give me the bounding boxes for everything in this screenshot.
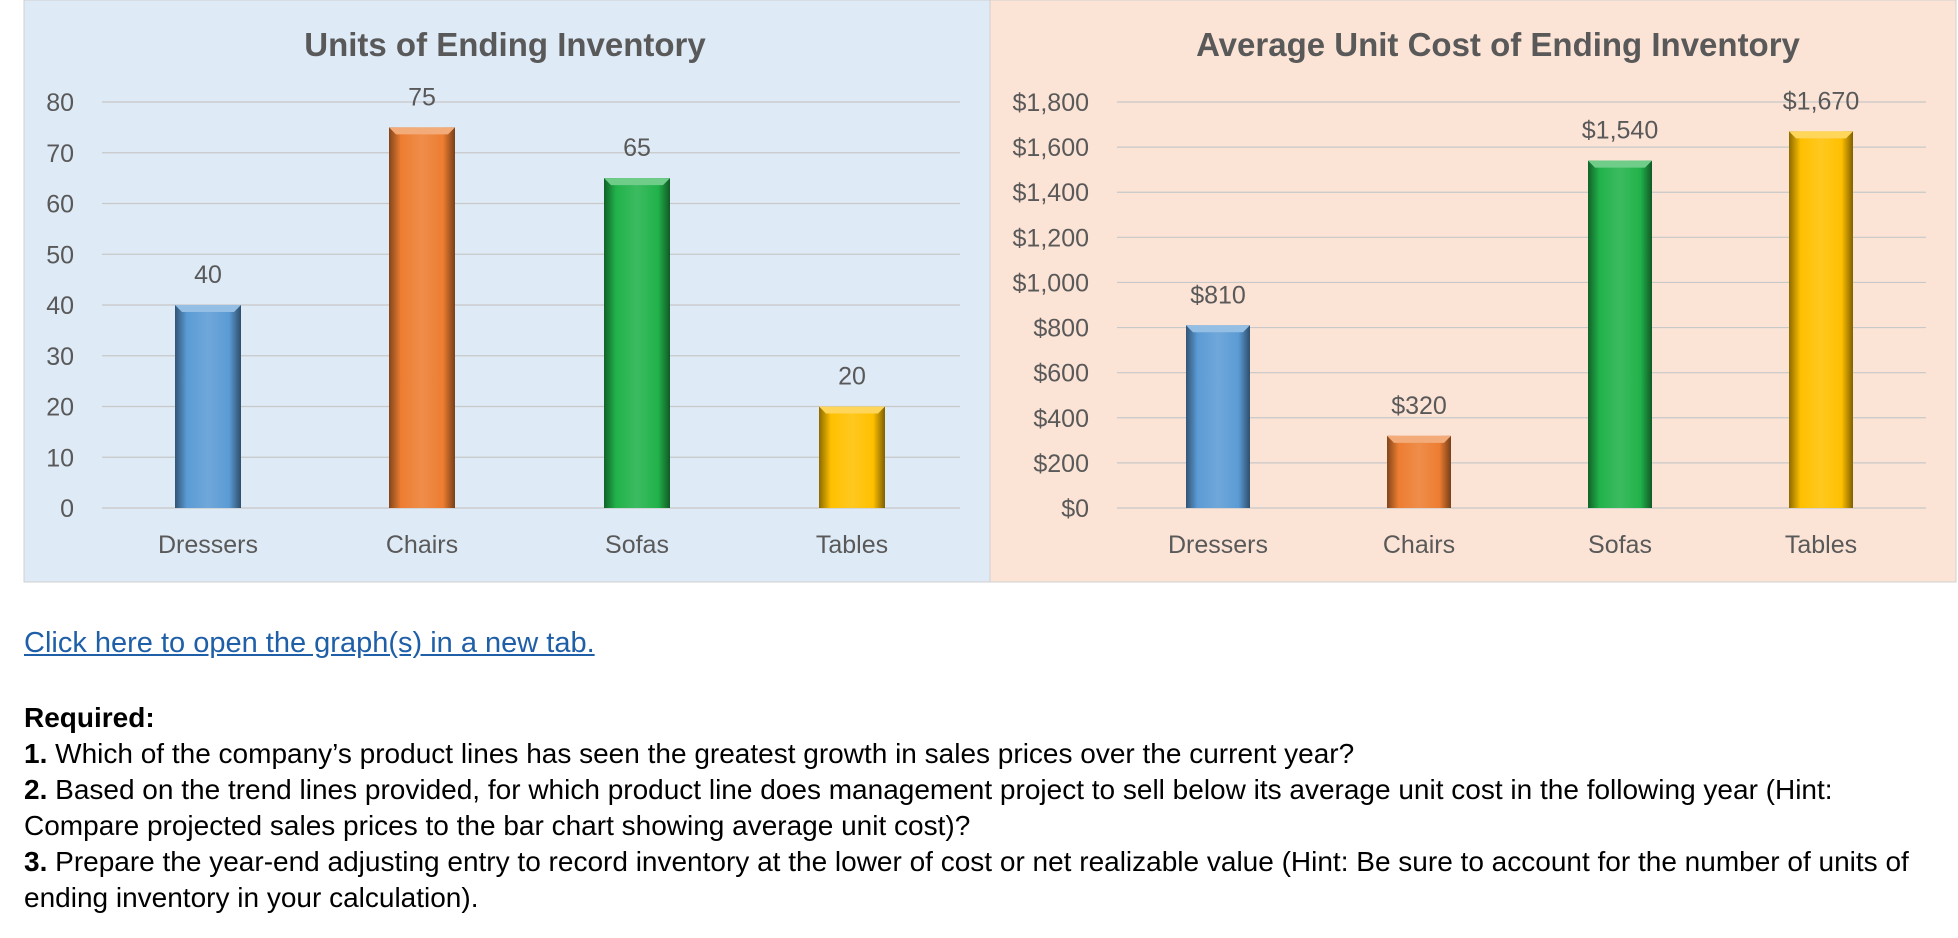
y-tick-label: $400	[1033, 405, 1089, 433]
bar-cap-tables	[1789, 131, 1853, 139]
bar-cap-dressers	[175, 305, 241, 312]
data-label-tables: 20	[838, 363, 866, 391]
x-tick-label: Dressers	[158, 531, 258, 559]
bar-tables	[819, 406, 885, 508]
bar-cap-dressers	[1186, 325, 1250, 333]
bar-cap-sofas	[1588, 160, 1652, 168]
x-tick-label: Chairs	[1383, 531, 1455, 559]
y-tick-label: 40	[46, 292, 74, 320]
data-label-sofas: 65	[623, 134, 651, 162]
chart-1-title: Units of Ending Inventory	[304, 26, 706, 63]
chart-1: Units of Ending Inventory 0 10 20 30 40 50 60 70…	[23, 0, 991, 583]
data-label-chairs: $320	[1391, 392, 1447, 420]
y-tick-label: 20	[46, 394, 74, 422]
open-graph-link[interactable]: Click here to open the graph(s) in a new…	[24, 627, 595, 659]
bar-chairs	[389, 127, 455, 508]
bar-cap-chairs	[1387, 435, 1451, 443]
required-section: Required: 1. Which of the company’s prod…	[24, 700, 1944, 916]
bar-cap-sofas	[604, 178, 670, 186]
y-tick-label: $600	[1033, 360, 1089, 388]
bar-cap-chairs	[389, 127, 455, 135]
y-tick-label: 60	[46, 191, 74, 219]
y-tick-label: $800	[1033, 315, 1089, 343]
y-tick-label: 70	[46, 140, 74, 168]
required-item-2: 2. Based on the trend lines provided, fo…	[24, 774, 1833, 841]
y-tick-label: 50	[46, 241, 74, 269]
charts-area: Units of Ending Inventory 0 10 20 30 40 50 60 70…	[23, 0, 1957, 583]
chart-2: Average Unit Cost of Ending Inventory $0 $…	[989, 0, 1957, 583]
y-tick-label: $1,400	[1013, 179, 1089, 207]
bar-sofas	[1588, 160, 1652, 508]
y-tick-label: $0	[1061, 495, 1089, 523]
x-tick-label: Tables	[816, 531, 888, 559]
data-label-chairs: 75	[408, 83, 436, 111]
required-heading: Required:	[24, 702, 155, 733]
x-tick-label: Sofas	[605, 531, 669, 559]
y-tick-label: $1,600	[1013, 134, 1089, 162]
bar-sofas	[604, 178, 670, 508]
y-tick-label: 0	[60, 495, 74, 523]
y-tick-label: $1,200	[1013, 224, 1089, 252]
x-tick-label: Dressers	[1168, 531, 1268, 559]
bar-tables	[1789, 131, 1853, 509]
x-tick-label: Sofas	[1588, 531, 1652, 559]
y-tick-label: $1,800	[1013, 89, 1089, 117]
data-label-sofas: $1,540	[1582, 117, 1658, 145]
y-tick-label: $1,000	[1013, 269, 1089, 297]
chart-2-title: Average Unit Cost of Ending Inventory	[1196, 26, 1800, 63]
required-item-3: 3. Prepare the year-end adjusting entry …	[24, 846, 1909, 913]
bar-cap-tables	[819, 406, 885, 414]
y-tick-label: 80	[46, 89, 74, 117]
bar-chairs	[1387, 435, 1451, 508]
y-tick-label: $200	[1033, 450, 1089, 478]
data-label-tables: $1,670	[1783, 87, 1859, 115]
data-label-dressers: 40	[194, 261, 222, 289]
data-label-dressers: $810	[1190, 281, 1246, 309]
bar-dressers	[175, 305, 241, 508]
bar-dressers	[1186, 325, 1250, 508]
x-tick-label: Tables	[1785, 531, 1857, 559]
required-item-1: 1. Which of the company’s product lines …	[24, 738, 1355, 769]
x-tick-label: Chairs	[386, 531, 458, 559]
y-tick-label: 30	[46, 343, 74, 371]
y-tick-label: 10	[46, 444, 74, 472]
